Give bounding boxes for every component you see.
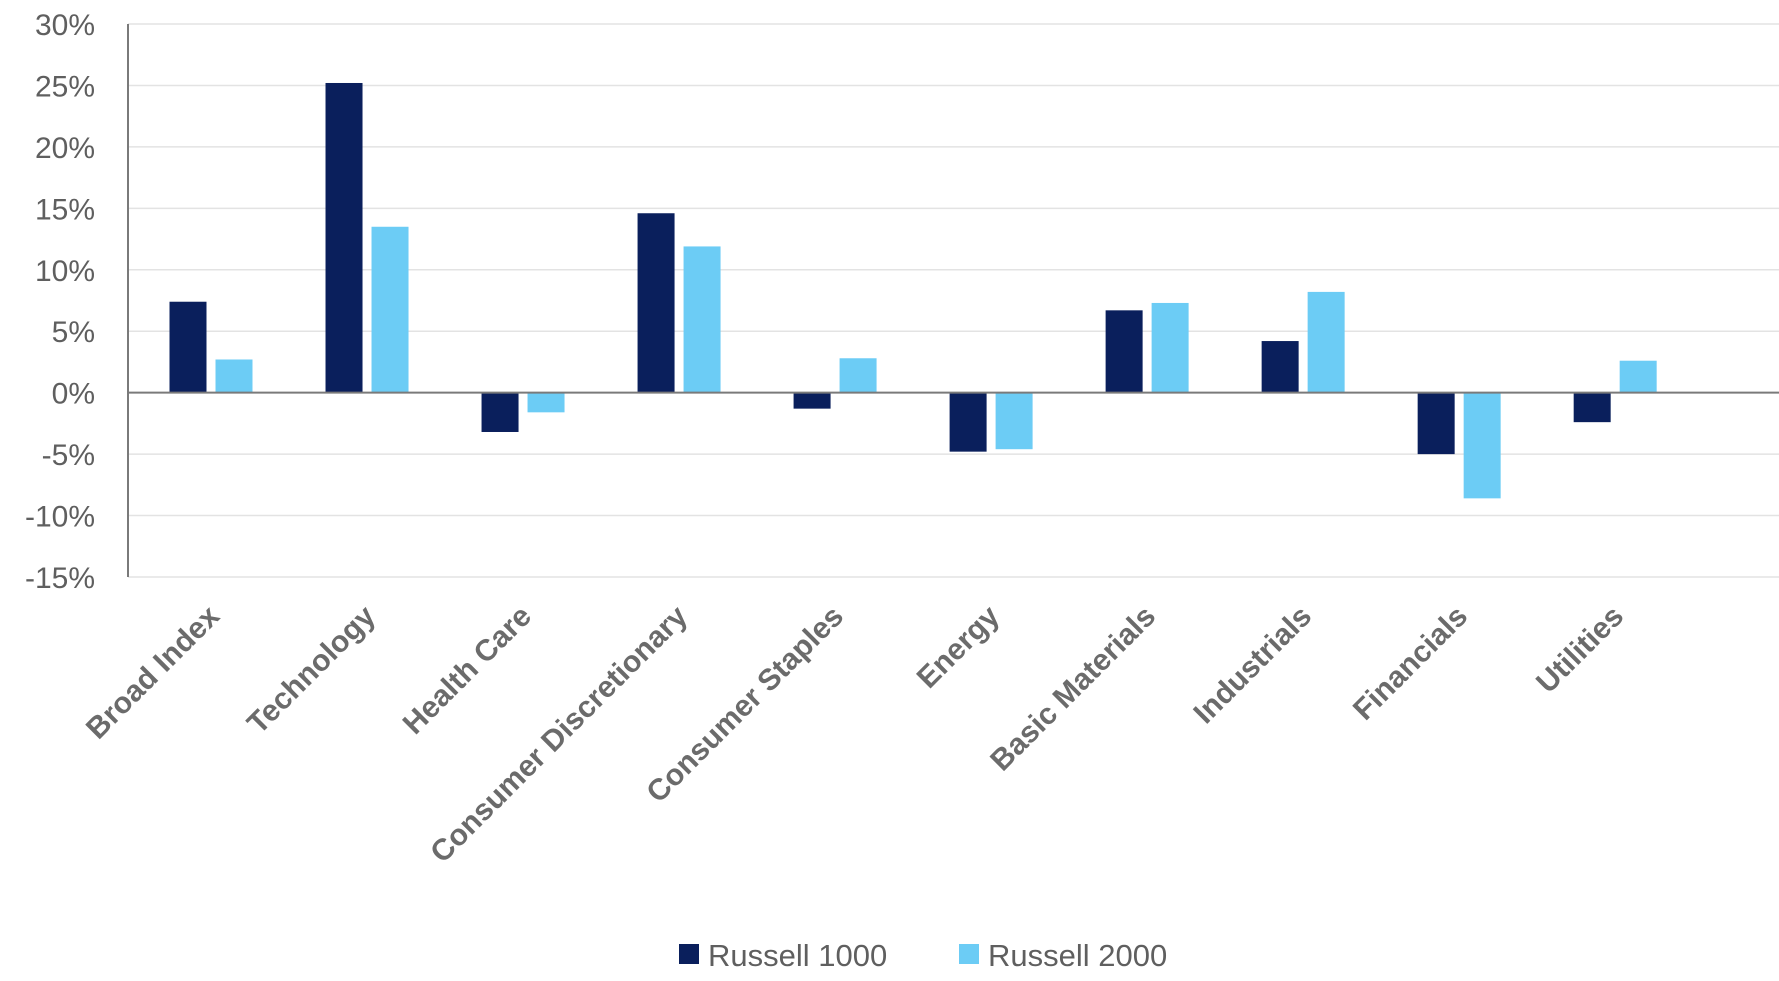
- bar-russell-2000: [215, 359, 253, 393]
- bar-russell-2000: [527, 392, 565, 413]
- category-label: Energy: [911, 599, 1006, 694]
- bar-russell-2000: [1619, 360, 1657, 393]
- y-tick-label: 15%: [35, 193, 95, 226]
- bar-russell-1000: [325, 82, 363, 393]
- bar-russell-1000: [481, 392, 519, 432]
- bar-russell-2000: [995, 392, 1033, 450]
- category-label: Health Care: [397, 600, 538, 741]
- category-label: Utilities: [1530, 600, 1630, 700]
- legend: Russell 1000 Russell 2000: [679, 938, 1167, 973]
- bar-russell-1000: [793, 392, 831, 409]
- y-tick-labels: 30% 25% 20% 15% 10% 5% 0% -5% -10% -15%: [25, 9, 95, 595]
- y-tick-label: -10%: [25, 501, 95, 534]
- y-tick-label: 25%: [35, 70, 95, 103]
- legend-label: Russell 1000: [708, 938, 887, 973]
- y-tick-label: -5%: [42, 439, 95, 472]
- axes: [127, 24, 1779, 577]
- y-tick-label: 30%: [35, 9, 95, 42]
- category-labels: Broad Index Technology Health CareConsumer…: [80, 599, 1630, 869]
- bar-russell-1000: [949, 392, 987, 452]
- bar-russell-2000: [839, 358, 877, 393]
- bar-russell-1000: [1105, 310, 1143, 393]
- y-tick-label: 5%: [52, 316, 95, 349]
- bars: [169, 82, 1657, 499]
- bar-russell-1000: [1417, 392, 1455, 455]
- bar-russell-1000: [1573, 392, 1611, 423]
- bar-russell-1000: [1261, 341, 1299, 393]
- bar-russell-2000: [1463, 392, 1501, 499]
- category-label: Technology: [241, 599, 382, 740]
- bar-russell-2000: [371, 226, 409, 393]
- legend-swatch: [959, 944, 979, 964]
- bar-russell-2000: [1151, 302, 1189, 393]
- category-label: Industrials: [1187, 600, 1318, 731]
- y-tick-label: 0%: [52, 378, 95, 411]
- category-label: Consumer Discretionary: [424, 599, 694, 869]
- bar-russell-1000: [637, 213, 675, 393]
- bar-russell-1000: [169, 301, 207, 393]
- y-tick-label: -15%: [25, 562, 95, 595]
- legend-swatch: [679, 944, 699, 964]
- y-tick-label: 10%: [35, 255, 95, 288]
- legend-label: Russell 2000: [988, 938, 1167, 973]
- category-label: Financials: [1347, 600, 1474, 727]
- y-tick-label: 20%: [35, 132, 95, 165]
- category-label: Basic Materials: [984, 600, 1162, 778]
- category-label: Broad Index: [80, 599, 226, 745]
- bar-russell-2000: [683, 246, 721, 393]
- bar-russell-2000: [1307, 291, 1345, 393]
